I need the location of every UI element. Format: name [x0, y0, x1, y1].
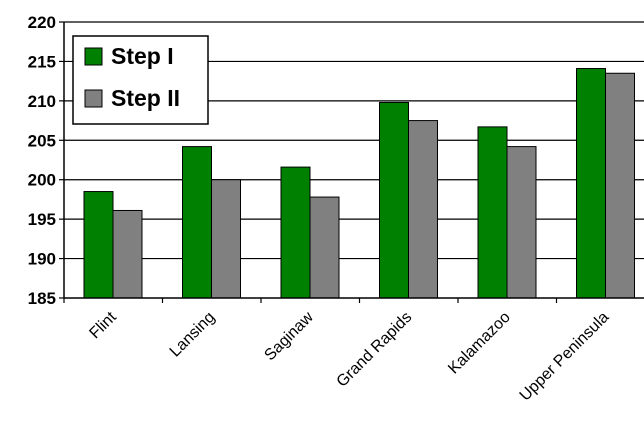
bar-step-ii — [112, 209, 143, 299]
bar-step-ii — [211, 179, 241, 299]
y-tick-label: 185 — [28, 289, 56, 308]
y-tick-label: 190 — [28, 250, 56, 269]
legend-label-step-ii: Step II — [111, 85, 180, 111]
x-tick-label: Lansing — [167, 309, 219, 361]
legend-swatch-step-ii — [84, 89, 103, 108]
y-tick-label: 200 — [28, 171, 56, 190]
bar-step-i — [477, 126, 508, 299]
bar-step-ii — [309, 196, 340, 299]
bar-step-i — [83, 191, 114, 299]
bar-step-i — [379, 101, 409, 299]
y-tick-labels: 185 190 195 200 205 210 215 220 — [28, 13, 56, 308]
bar-step-i — [280, 166, 311, 299]
legend-label-step-i: Step I — [111, 43, 174, 69]
x-tick-label: Grand Rapids — [334, 309, 416, 391]
x-tick-label: Saginaw — [261, 308, 317, 364]
x-tick-labels: Flint Lansing Saginaw Grand Rapids Kalamazoo… — [86, 308, 612, 404]
x-tick-label: Kalamazoo — [445, 309, 514, 378]
y-tick-label: 210 — [28, 92, 56, 111]
bar-step-ii — [605, 72, 635, 299]
legend-swatch-step-i — [84, 47, 103, 66]
bars — [83, 68, 635, 299]
x-tick-label: Flint — [86, 308, 120, 342]
x-tick-label: Upper Peninsula — [517, 309, 613, 405]
y-tick-label: 220 — [28, 13, 56, 32]
bar-step-ii — [408, 120, 438, 299]
bar-step-ii — [506, 146, 537, 299]
y-tick-label: 195 — [28, 210, 56, 229]
legend: Step I Step II — [72, 35, 209, 125]
bar-step-i — [576, 68, 606, 299]
bar-step-i — [182, 146, 212, 299]
y-tick-label: 205 — [28, 131, 56, 150]
axes — [63, 22, 644, 299]
y-tick-label: 215 — [28, 52, 56, 71]
